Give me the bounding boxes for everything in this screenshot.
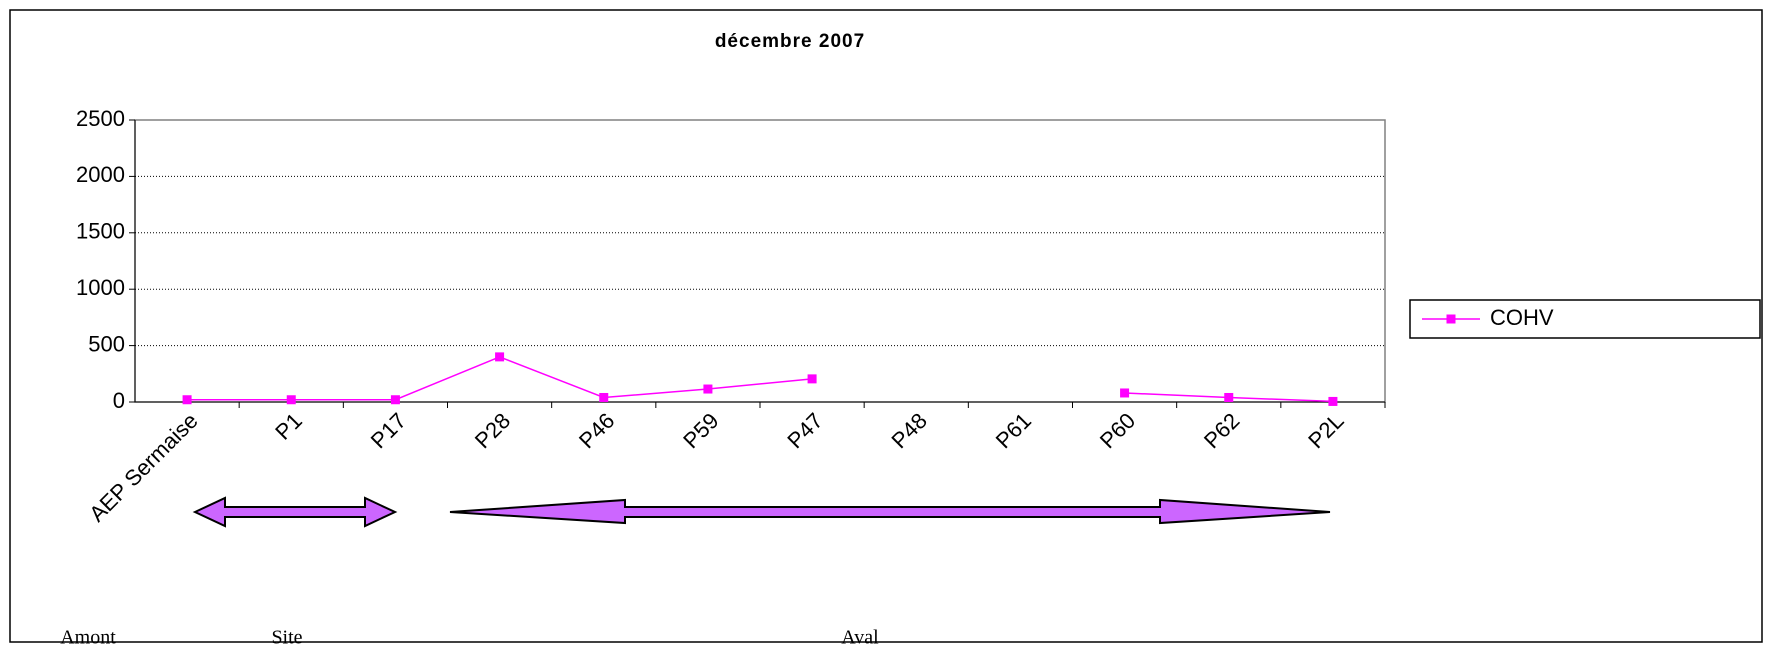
- site-arrow: [192, 496, 398, 528]
- chart-title: décembre 2007: [715, 31, 865, 52]
- point-marker: [286, 395, 296, 405]
- y-tick-label: 0: [113, 388, 125, 413]
- annotation: Aval: [841, 627, 879, 649]
- point-marker: [390, 395, 400, 405]
- legend-marker: [1446, 314, 1456, 324]
- point-marker: [495, 352, 505, 362]
- point-marker: [182, 395, 192, 405]
- y-tick-label: 1000: [76, 275, 125, 300]
- y-tick-label: 1500: [76, 219, 125, 244]
- point-marker: [1120, 388, 1130, 398]
- point-marker: [807, 374, 817, 384]
- point-marker: [703, 384, 713, 394]
- point-marker: [599, 392, 609, 402]
- y-tick-label: 2500: [76, 106, 125, 131]
- point-marker: [1328, 396, 1338, 406]
- aval-arrow: [449, 498, 1331, 525]
- point-marker: [1224, 392, 1234, 402]
- y-tick-label: 500: [88, 331, 125, 356]
- annotation: Site: [271, 627, 302, 649]
- legend-label: COHV: [1490, 305, 1554, 330]
- y-tick-label: 2000: [76, 162, 125, 187]
- annotation: Amont: [60, 627, 116, 649]
